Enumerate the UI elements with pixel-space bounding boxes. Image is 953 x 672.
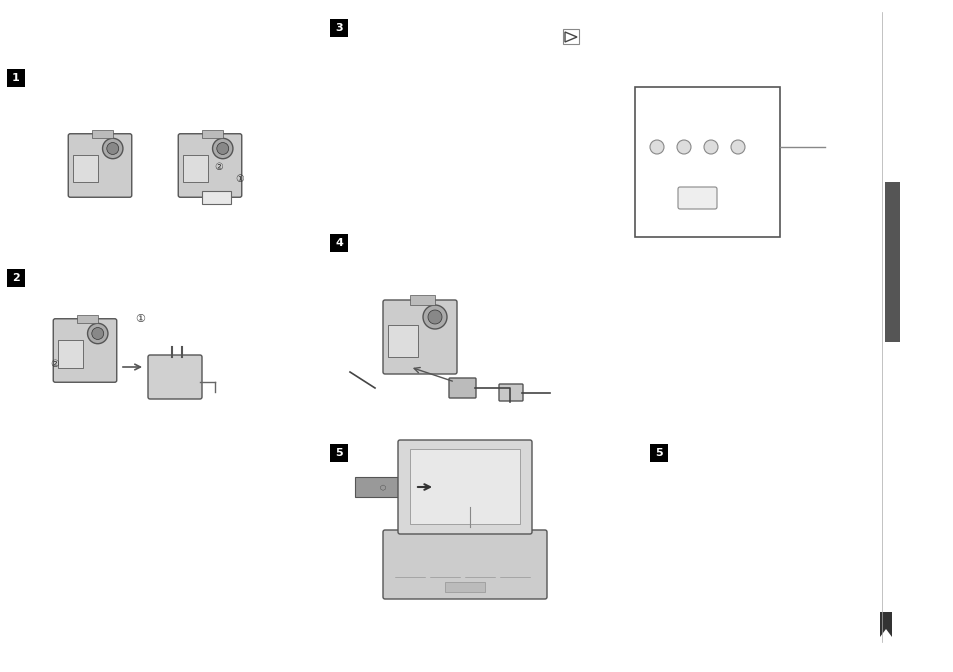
Circle shape xyxy=(213,138,233,159)
Text: ⬡: ⬡ xyxy=(379,484,386,490)
FancyBboxPatch shape xyxy=(178,134,241,198)
Text: ②: ② xyxy=(50,359,59,369)
FancyBboxPatch shape xyxy=(678,187,717,209)
Bar xyxy=(444,582,484,592)
Text: 1: 1 xyxy=(12,73,20,83)
Circle shape xyxy=(677,140,690,154)
Bar xyxy=(410,295,435,305)
Bar xyxy=(58,340,83,368)
Bar xyxy=(649,444,667,462)
FancyBboxPatch shape xyxy=(498,384,522,401)
Circle shape xyxy=(428,310,441,324)
Text: ①: ① xyxy=(135,314,145,324)
FancyBboxPatch shape xyxy=(53,319,116,382)
Bar xyxy=(355,477,410,497)
Bar xyxy=(76,314,97,323)
Circle shape xyxy=(703,140,718,154)
Text: ①: ① xyxy=(235,175,244,185)
Text: 3: 3 xyxy=(335,23,342,33)
Circle shape xyxy=(102,138,123,159)
Bar xyxy=(201,130,222,138)
Polygon shape xyxy=(879,612,891,637)
Text: 5: 5 xyxy=(655,448,662,458)
Circle shape xyxy=(107,142,118,155)
Bar xyxy=(884,182,899,342)
Bar xyxy=(7,269,25,287)
Circle shape xyxy=(216,142,229,155)
Bar xyxy=(183,155,208,183)
Bar xyxy=(388,325,417,357)
Bar xyxy=(330,19,348,37)
Bar xyxy=(330,444,348,462)
FancyBboxPatch shape xyxy=(148,355,202,399)
FancyBboxPatch shape xyxy=(397,440,532,534)
Bar xyxy=(72,155,98,183)
Text: ②: ② xyxy=(214,162,223,172)
Text: 4: 4 xyxy=(335,238,342,248)
Text: 5: 5 xyxy=(335,448,342,458)
Bar xyxy=(330,234,348,252)
Bar xyxy=(562,29,578,44)
Circle shape xyxy=(422,305,447,329)
Circle shape xyxy=(88,323,108,343)
Bar xyxy=(635,87,780,237)
FancyBboxPatch shape xyxy=(382,300,456,374)
Bar xyxy=(410,449,519,524)
FancyBboxPatch shape xyxy=(382,530,546,599)
Bar xyxy=(201,191,231,204)
FancyBboxPatch shape xyxy=(449,378,476,398)
FancyBboxPatch shape xyxy=(69,134,132,198)
Text: 2: 2 xyxy=(12,273,20,283)
Circle shape xyxy=(91,327,104,339)
Bar xyxy=(7,69,25,87)
Circle shape xyxy=(730,140,744,154)
Bar xyxy=(91,130,112,138)
FancyBboxPatch shape xyxy=(433,465,506,509)
Circle shape xyxy=(649,140,663,154)
